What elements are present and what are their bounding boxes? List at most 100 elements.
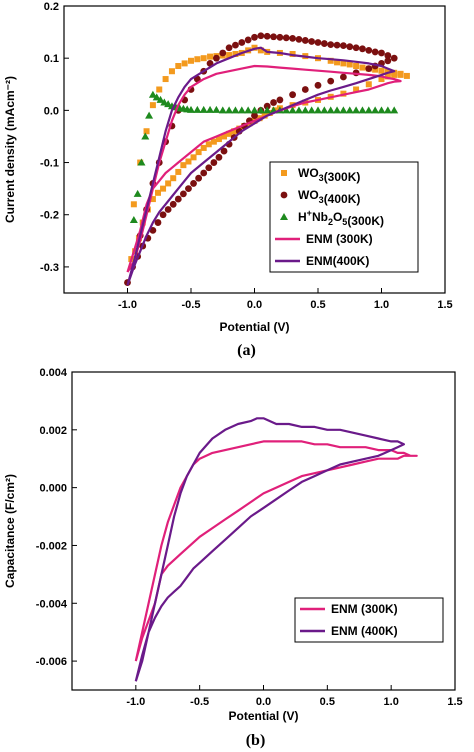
y-tick-label: 0.000 [39, 483, 67, 495]
data-point [225, 106, 234, 114]
data-point [237, 106, 246, 114]
data-point [232, 41, 239, 49]
data-point [282, 106, 291, 114]
data-point [215, 153, 223, 161]
series-line [134, 417, 405, 682]
data-point [333, 106, 342, 114]
data-point [353, 63, 360, 70]
panel-a-label: (a) [237, 342, 256, 359]
data-point [149, 102, 156, 109]
data-point [365, 46, 373, 54]
data-point [238, 39, 246, 46]
data-point [256, 106, 265, 114]
legend-label: WO3(300K) [298, 166, 360, 184]
data-point [384, 73, 391, 80]
data-point [403, 72, 410, 79]
data-point [154, 189, 161, 196]
data-point [148, 90, 157, 98]
data-point [170, 175, 177, 182]
x-tick-label: 0.0 [256, 696, 271, 708]
data-point [352, 106, 361, 114]
data-point [218, 106, 227, 114]
data-point [340, 73, 347, 81]
data-point [365, 65, 373, 73]
x-tick-label: 1.5 [447, 696, 462, 708]
data-point [174, 195, 182, 203]
data-point [320, 106, 329, 114]
y-tick-label: -0.2 [40, 210, 59, 222]
data-point [199, 105, 208, 113]
series-wo3-400k- [124, 32, 398, 286]
data-point [346, 61, 353, 68]
data-point [383, 106, 392, 114]
data-point [226, 130, 233, 137]
data-point [358, 106, 367, 114]
data-point [289, 91, 296, 99]
data-point [327, 41, 335, 49]
data-point [257, 32, 265, 40]
data-point [326, 106, 335, 114]
data-point [165, 180, 172, 187]
series-h-nb2o5-300k- [129, 90, 399, 223]
data-point [340, 60, 347, 67]
data-point [334, 59, 341, 66]
panel-b-x-axis-label: Potential (V) [228, 709, 298, 723]
legend-box [269, 161, 419, 273]
data-point [390, 106, 399, 114]
data-point [207, 53, 214, 60]
legend-box [294, 597, 444, 643]
data-point [314, 106, 322, 114]
data-point [371, 106, 380, 114]
data-point [371, 48, 379, 56]
y-tick-label: 0.2 [44, 1, 59, 13]
data-point [226, 52, 233, 59]
y-tick-label: -0.006 [36, 656, 67, 668]
data-point [194, 56, 201, 63]
data-point [200, 55, 207, 62]
x-tick-label: 1.0 [374, 299, 389, 311]
data-point [250, 106, 259, 114]
data-point [384, 52, 392, 59]
data-point [244, 36, 252, 44]
y-tick-label: 0.004 [39, 367, 67, 379]
data-point [339, 106, 348, 114]
x-tick-label: 0.0 [247, 299, 262, 311]
data-point [327, 57, 334, 64]
data-point [156, 95, 165, 103]
data-point [154, 219, 162, 226]
series-enm-300k- [134, 440, 418, 662]
data-point [353, 86, 360, 93]
data-point [301, 86, 309, 93]
data-point [301, 37, 309, 44]
data-point [314, 39, 322, 46]
data-point [159, 211, 167, 219]
data-point [210, 138, 217, 145]
data-point [152, 93, 161, 101]
legend-item: ENM (300K) [275, 232, 373, 246]
data-point [307, 106, 316, 114]
legend-label: WO3(400K) [298, 188, 360, 206]
series-enm-400k- [126, 46, 396, 286]
x-tick-label: -1.0 [118, 299, 137, 311]
data-point [168, 68, 175, 75]
data-point [193, 105, 202, 113]
data-point [137, 158, 146, 166]
legend-swatch [280, 213, 288, 220]
data-point [185, 158, 192, 165]
data-point [282, 34, 290, 42]
data-point [320, 40, 328, 47]
x-tick-label: -0.5 [182, 299, 201, 311]
data-point [397, 70, 404, 77]
legend-item: ENM(400K) [275, 254, 369, 268]
data-point [213, 54, 220, 62]
data-point [352, 44, 360, 52]
data-point [378, 76, 385, 83]
data-point [212, 105, 221, 113]
legend-swatch [281, 170, 287, 176]
data-point [314, 81, 322, 89]
legend-label: ENM (300K) [331, 602, 398, 616]
data-point [251, 112, 258, 119]
data-point [195, 174, 203, 182]
data-point [190, 154, 197, 161]
